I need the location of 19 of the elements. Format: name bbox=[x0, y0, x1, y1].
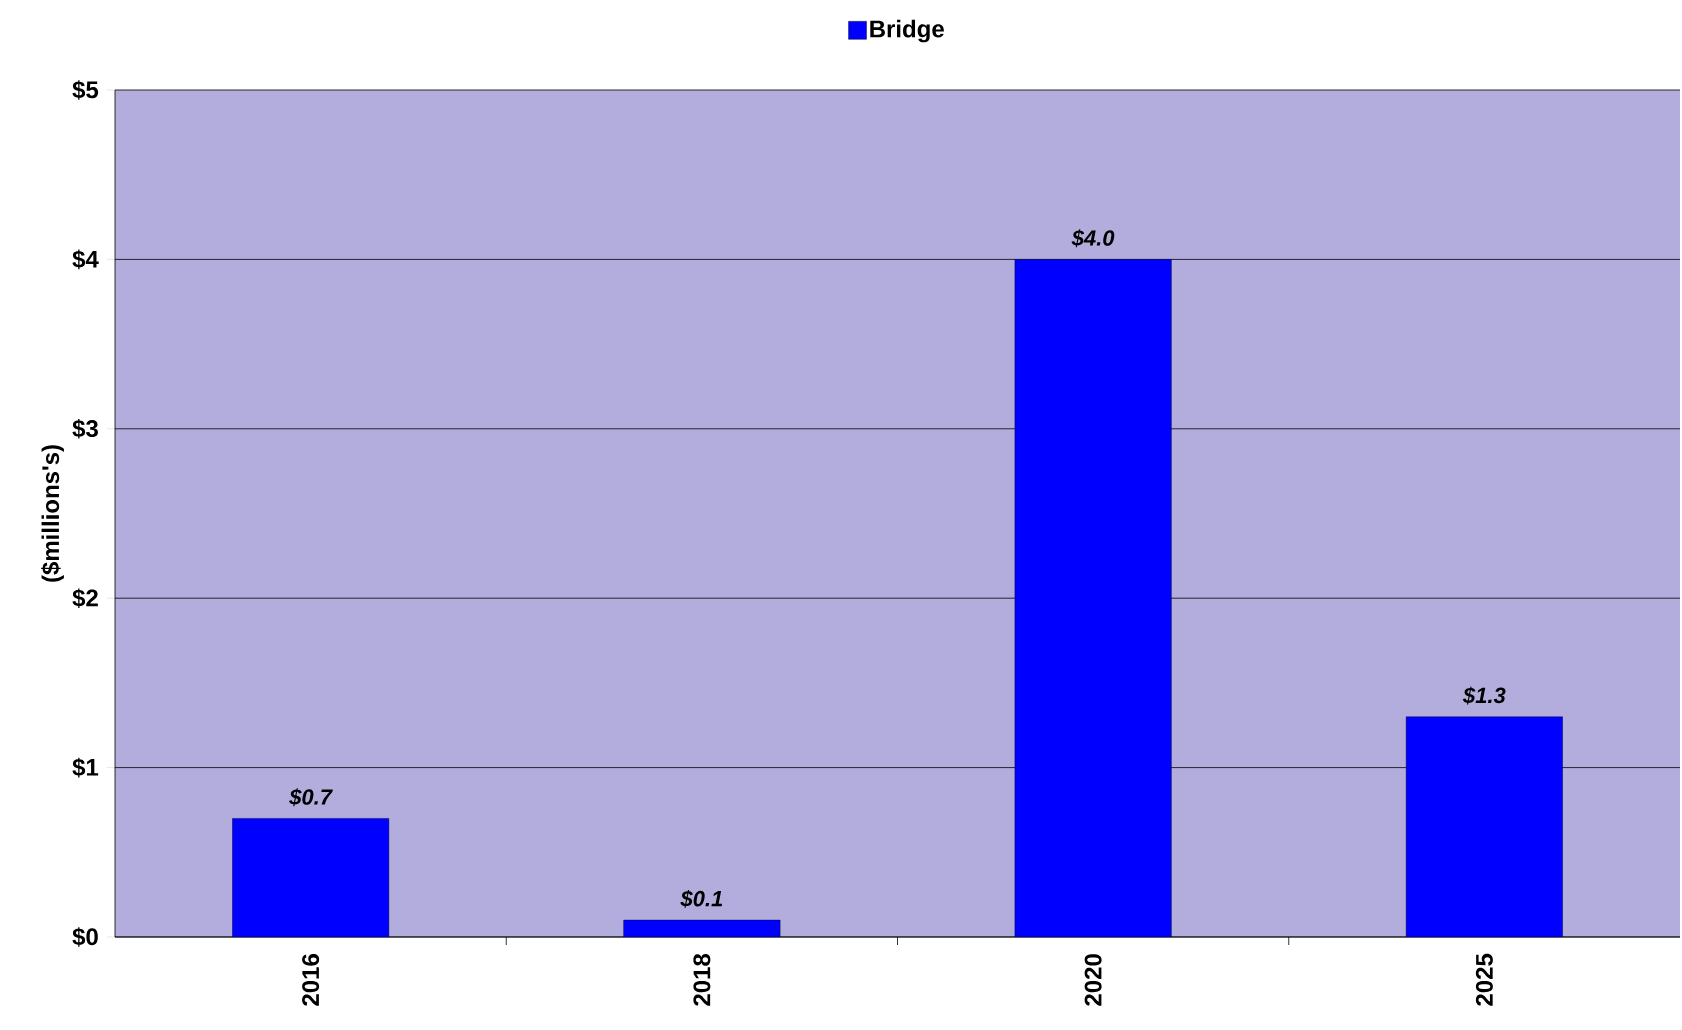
data-label: $4.0 bbox=[1071, 229, 1115, 248]
x-tick-label: 2016 bbox=[302, 954, 320, 1006]
y-tick-label: $1 bbox=[72, 757, 99, 778]
data-label: $0.1 bbox=[680, 889, 723, 908]
data-label: $1.3 bbox=[1462, 686, 1506, 705]
data-label: $0.7 bbox=[289, 788, 333, 807]
y-tick-label: $0 bbox=[72, 927, 98, 947]
y-tick-label: $5 bbox=[72, 80, 99, 100]
y-tick-label: $2 bbox=[72, 588, 98, 608]
x-tick-label: 2020 bbox=[1084, 954, 1102, 1006]
bar bbox=[1014, 259, 1172, 937]
y-tick-label: $3 bbox=[72, 419, 98, 439]
x-tick-label: 2018 bbox=[693, 953, 711, 1006]
bar bbox=[232, 818, 390, 937]
y-axis-title: ($millions's) bbox=[41, 445, 64, 582]
x-tick-label: 2025 bbox=[1475, 953, 1493, 1006]
y-tick-label: $4 bbox=[72, 249, 99, 270]
bar bbox=[1405, 716, 1563, 937]
legend-label: Bridge bbox=[870, 19, 944, 43]
